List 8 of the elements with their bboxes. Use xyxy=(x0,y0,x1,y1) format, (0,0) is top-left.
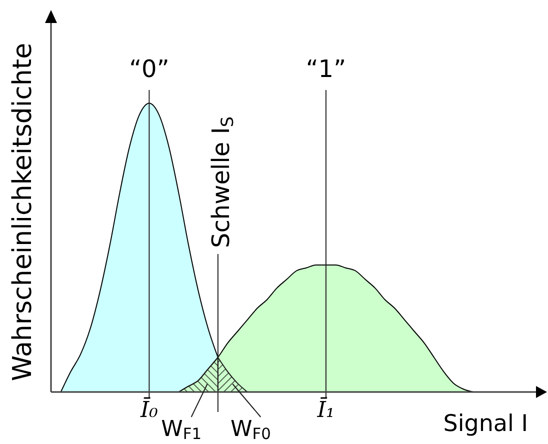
text: “0” xyxy=(129,55,170,83)
text: “1” xyxy=(306,55,346,83)
x-tick-label: Ī₁ xyxy=(316,397,335,423)
x-tick-label: Ī₀ xyxy=(139,397,158,423)
x-axis-title: Signal I xyxy=(443,411,528,437)
y-axis-title: Wahrscheinlichkeitsdichte xyxy=(8,42,38,382)
series-label: W$_{F1}$ xyxy=(161,417,202,444)
series-label: W$_{F0}$ xyxy=(230,417,271,444)
